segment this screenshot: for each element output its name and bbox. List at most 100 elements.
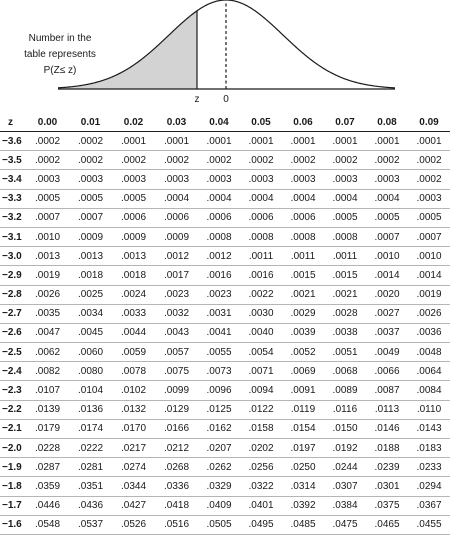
caption-line-2: table represents	[24, 49, 96, 60]
probability-cell: .0038	[324, 323, 366, 344]
row-z-value: −3.3	[0, 189, 26, 209]
probability-cell: .0043	[155, 323, 198, 344]
probability-cell: .0006	[240, 208, 282, 228]
probability-cell: .0011	[324, 246, 366, 267]
probability-cell: .0010	[366, 246, 408, 267]
probability-cell: .0274	[112, 457, 155, 478]
probability-cell: .0094	[240, 380, 282, 401]
probability-cell: .0036	[408, 323, 450, 344]
probability-cell: .0006	[198, 208, 240, 228]
probability-cell: .0003	[408, 189, 450, 209]
probability-cell: .0129	[155, 400, 198, 420]
table-row: −2.1.0179.0174.0170.0166.0162.0158.0154.…	[0, 419, 450, 440]
probability-cell: .0281	[69, 457, 112, 478]
column-header: 0.08	[366, 113, 408, 132]
probability-cell: .0287	[26, 457, 69, 478]
z-label: z	[195, 94, 200, 105]
row-z-value: −1.9	[0, 457, 26, 478]
column-header: 0.03	[155, 113, 198, 132]
row-z-value: −2.0	[0, 438, 26, 459]
table-row: −2.8.0026.0025.0024.0023.0023.0022.0021.…	[0, 285, 450, 305]
zero-label: 0	[223, 94, 229, 105]
probability-cell: .0008	[282, 227, 324, 248]
probability-cell: .0001	[366, 131, 408, 152]
probability-cell: .0003	[240, 169, 282, 190]
probability-cell: .0344	[112, 476, 155, 497]
probability-cell: .0087	[366, 380, 408, 401]
probability-cell: .0002	[240, 150, 282, 171]
probability-cell: .0010	[26, 227, 69, 248]
probability-cell: .0537	[69, 515, 112, 535]
probability-cell: .0002	[366, 150, 408, 171]
probability-cell: .0244	[324, 457, 366, 478]
probability-cell: .0006	[155, 208, 198, 228]
table-row: −1.9.0287.0281.0274.0268.0262.0256.0250.…	[0, 457, 450, 478]
probability-cell: .0066	[366, 361, 408, 382]
table-row: −3.2.0007.0007.0006.0006.0006.0006.0006.…	[0, 208, 450, 228]
probability-cell: .0222	[69, 438, 112, 459]
probability-cell: .0125	[198, 400, 240, 420]
probability-cell: .0011	[240, 246, 282, 267]
column-header: 0.01	[69, 113, 112, 132]
table-row: −2.9.0019.0018.0018.0017.0016.0016.0015.…	[0, 265, 450, 286]
probability-cell: .0179	[26, 419, 69, 440]
probability-cell: .0034	[69, 304, 112, 324]
column-header: 0.00	[26, 113, 69, 132]
probability-cell: .0001	[324, 131, 366, 152]
header-row: z 0.00 0.01 0.02 0.03 0.04 0.05 0.06 0.07 0.08 0.0…	[0, 113, 450, 132]
probability-cell: .0009	[112, 227, 155, 248]
bell-curve	[57, 0, 396, 89]
probability-cell: .0009	[69, 227, 112, 248]
row-z-value: −2.4	[0, 361, 26, 382]
probability-cell: .0009	[155, 227, 198, 248]
probability-cell: .0001	[155, 131, 198, 152]
probability-cell: .0015	[282, 265, 324, 286]
probability-cell: .0002	[282, 150, 324, 171]
table-row: −1.6.0548.0537.0526.0516.0505.0495.0485.…	[0, 515, 450, 535]
probability-cell: .0250	[282, 457, 324, 478]
table-row: −3.0.0013.0013.0013.0012.0012.0011.0011.…	[0, 246, 450, 267]
probability-cell: .0037	[366, 323, 408, 344]
probability-cell: .0119	[282, 400, 324, 420]
probability-cell: .0005	[408, 208, 450, 228]
probability-cell: .0012	[198, 246, 240, 267]
probability-cell: .0007	[69, 208, 112, 228]
table-row: −1.7.0446.0436.0427.0418.0409.0401.0392.…	[0, 496, 450, 516]
probability-cell: .0023	[155, 285, 198, 305]
probability-cell: .0307	[324, 476, 366, 497]
probability-cell: .0003	[69, 169, 112, 190]
probability-cell: .0089	[324, 380, 366, 401]
probability-cell: .0078	[112, 361, 155, 382]
probability-cell: .0001	[240, 131, 282, 152]
probability-cell: .0548	[26, 515, 69, 535]
probability-cell: .0336	[155, 476, 198, 497]
table-row: −2.7.0035.0034.0033.0032.0031.0030.0029.…	[0, 304, 450, 324]
caption-line-1: Number in the	[29, 33, 92, 44]
probability-cell: .0018	[112, 265, 155, 286]
probability-cell: .0082	[26, 361, 69, 382]
probability-cell: .0183	[408, 438, 450, 459]
probability-cell: .0268	[155, 457, 198, 478]
probability-cell: .0192	[324, 438, 366, 459]
column-header: 0.04	[198, 113, 240, 132]
probability-cell: .0026	[408, 304, 450, 324]
probability-cell: .0023	[198, 285, 240, 305]
probability-cell: .0044	[112, 323, 155, 344]
probability-cell: .0233	[408, 457, 450, 478]
row-z-value: −3.0	[0, 246, 26, 267]
probability-cell: .0122	[240, 400, 282, 420]
probability-cell: .0139	[26, 400, 69, 420]
row-z-value: −3.5	[0, 150, 26, 171]
probability-cell: .0004	[282, 189, 324, 209]
table-row: −3.6.0002.0002.0001.0001.0001.0001.0001.…	[0, 131, 450, 152]
probability-cell: .0027	[366, 304, 408, 324]
probability-cell: .0359	[26, 476, 69, 497]
row-z-value: −2.1	[0, 419, 26, 440]
caption-line-3: P(Z≤ z)	[44, 65, 77, 76]
probability-cell: .0217	[112, 438, 155, 459]
probability-cell: .0294	[408, 476, 450, 497]
row-z-value: −3.4	[0, 169, 26, 190]
probability-cell: .0004	[155, 189, 198, 209]
probability-cell: .0059	[112, 342, 155, 363]
table-row: −3.1.0010.0009.0009.0009.0008.0008.0008.…	[0, 227, 450, 248]
